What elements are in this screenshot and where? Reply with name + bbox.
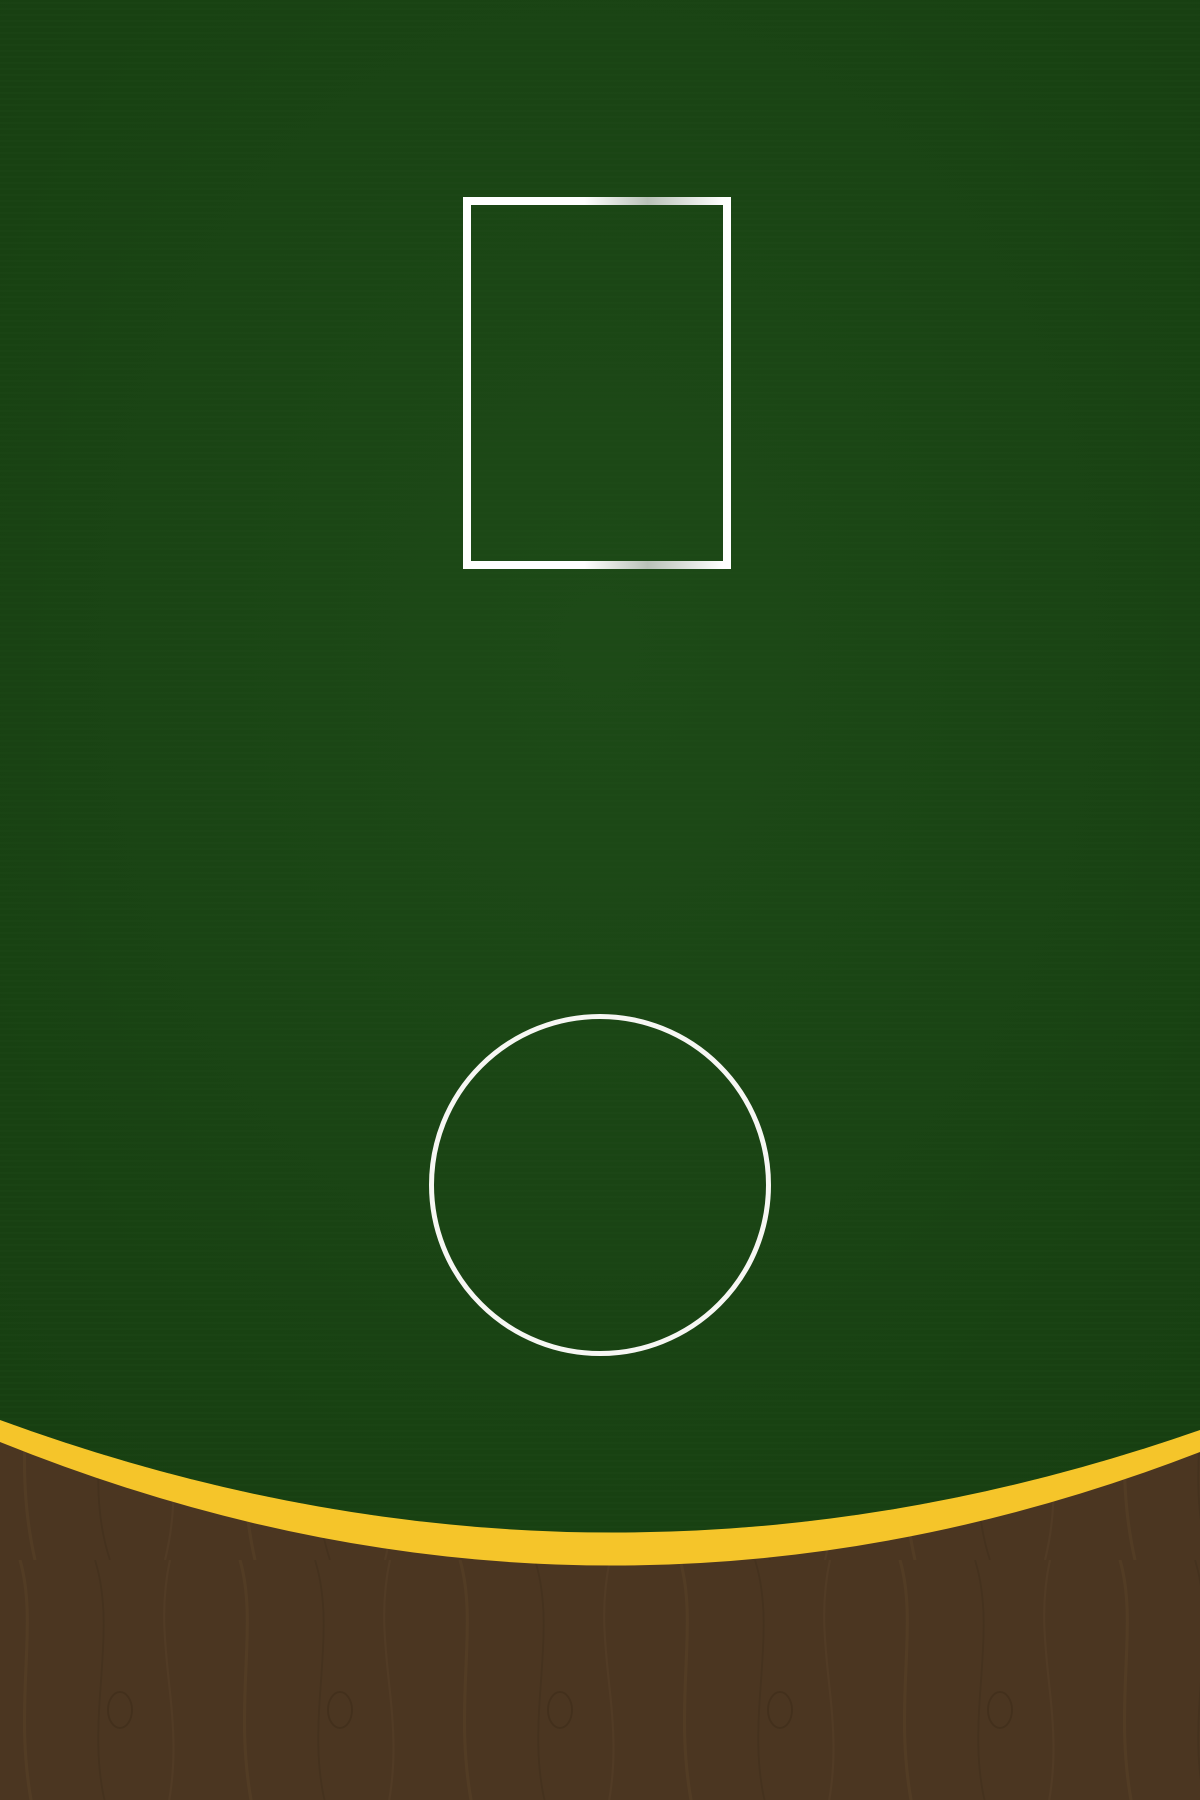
dealer-card-slot — [463, 197, 731, 569]
bet-circle[interactable] — [429, 1014, 771, 1356]
